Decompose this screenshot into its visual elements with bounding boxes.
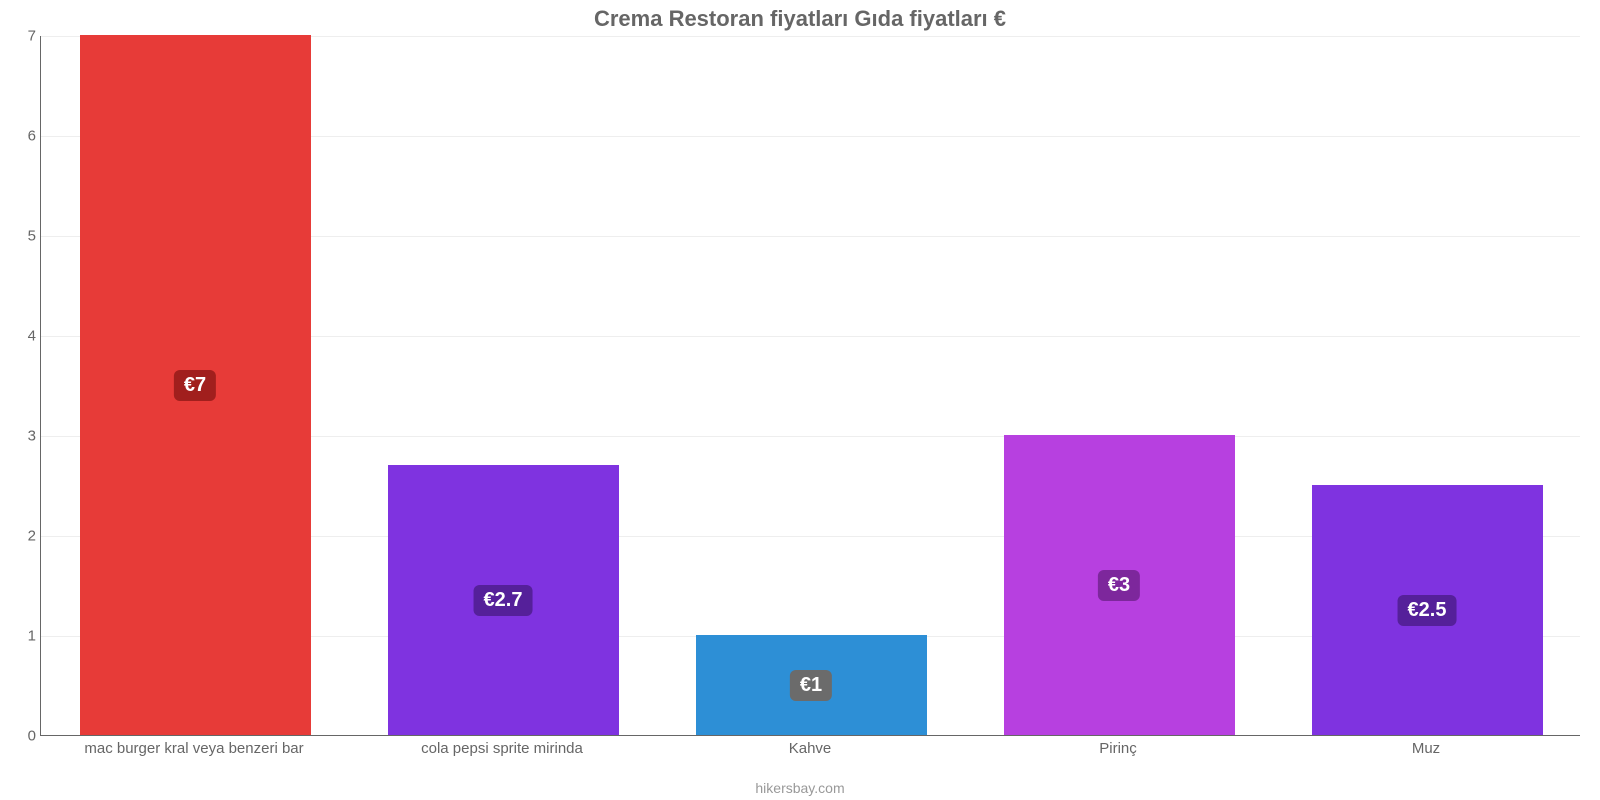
x-tick-label: Muz <box>1412 740 1440 757</box>
x-tick-label: mac burger kral veya benzeri bar <box>84 740 303 757</box>
y-tick-label: 2 <box>6 528 36 545</box>
y-tick-label: 1 <box>6 628 36 645</box>
bar-value-label: €2.7 <box>474 585 533 616</box>
y-tick-label: 7 <box>6 28 36 45</box>
x-tick-label: cola pepsi sprite mirinda <box>421 740 583 757</box>
chart-title: Crema Restoran fiyatları Gıda fiyatları … <box>0 6 1600 32</box>
price-bar-chart: Crema Restoran fiyatları Gıda fiyatları … <box>0 0 1600 800</box>
chart-footer: hikersbay.com <box>0 780 1600 796</box>
x-tick-label: Kahve <box>789 740 832 757</box>
bar-value-label: €1 <box>790 670 832 701</box>
bar-value-label: €7 <box>174 370 216 401</box>
y-tick-label: 5 <box>6 228 36 245</box>
bar-value-label: €2.5 <box>1398 595 1457 626</box>
bar-value-label: €3 <box>1098 570 1140 601</box>
plot-area: €7 €2.7 €1 €3 €2.5 <box>40 36 1580 736</box>
y-tick-label: 4 <box>6 328 36 345</box>
y-tick-label: 6 <box>6 128 36 145</box>
y-tick-label: 3 <box>6 428 36 445</box>
y-tick-label: 0 <box>6 728 36 745</box>
x-tick-label: Pirinç <box>1099 740 1137 757</box>
